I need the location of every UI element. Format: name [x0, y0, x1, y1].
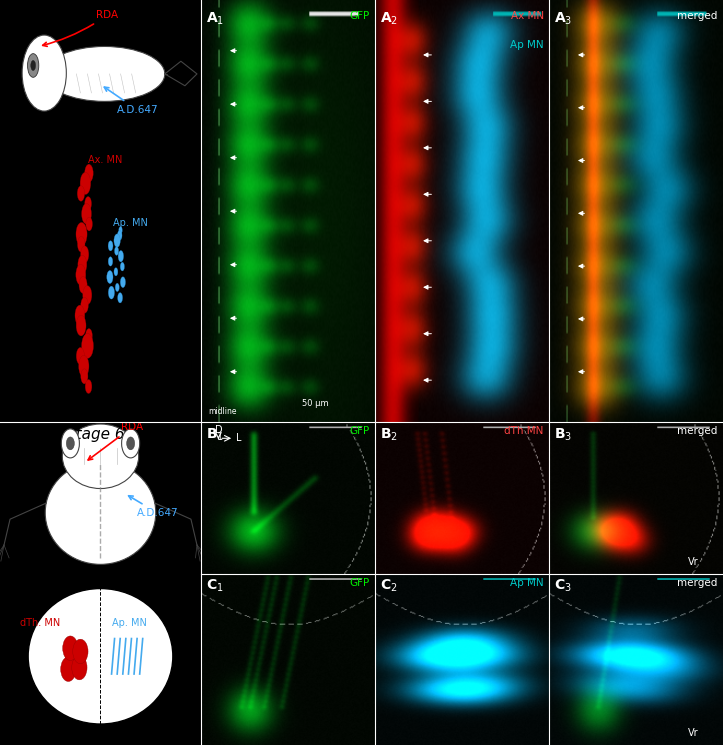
Text: D: D	[16, 537, 24, 547]
Text: $\mathbf{B}_{3}$: $\mathbf{B}_{3}$	[555, 426, 573, 443]
Text: dTh. MN: dTh. MN	[20, 618, 60, 627]
Text: Ax. MN: Ax. MN	[88, 155, 123, 165]
Text: Ap. MN: Ap. MN	[111, 618, 147, 627]
Ellipse shape	[44, 46, 165, 101]
Circle shape	[79, 355, 89, 377]
Circle shape	[77, 236, 85, 252]
Circle shape	[120, 262, 124, 271]
Circle shape	[82, 203, 91, 224]
Circle shape	[114, 234, 120, 247]
Circle shape	[127, 437, 134, 450]
Text: RDA: RDA	[88, 422, 142, 460]
Text: Vr: Vr	[153, 715, 164, 725]
Circle shape	[107, 270, 113, 284]
Text: Ap. MN: Ap. MN	[113, 218, 147, 228]
Text: A.D.647: A.D.647	[104, 87, 158, 115]
Circle shape	[85, 197, 92, 211]
Circle shape	[114, 267, 118, 276]
Circle shape	[81, 297, 88, 313]
Circle shape	[61, 429, 80, 458]
Text: 7-10: 7-10	[2, 238, 22, 247]
Circle shape	[67, 437, 74, 450]
Text: D: D	[215, 425, 222, 435]
Circle shape	[76, 223, 87, 246]
Circle shape	[121, 429, 140, 458]
Circle shape	[77, 186, 85, 201]
Text: Vr: Vr	[688, 557, 699, 568]
Circle shape	[66, 644, 81, 668]
Circle shape	[80, 172, 90, 194]
Circle shape	[108, 241, 113, 251]
Text: p. sgt: p. sgt	[2, 224, 27, 232]
Circle shape	[119, 226, 122, 234]
Circle shape	[72, 656, 87, 680]
Text: Ax MN: Ax MN	[510, 10, 544, 21]
Text: GFP: GFP	[349, 10, 369, 21]
Text: GFP: GFP	[349, 578, 369, 588]
Text: merged: merged	[677, 578, 718, 588]
Circle shape	[82, 334, 93, 358]
Circle shape	[108, 257, 113, 266]
Text: L: L	[236, 434, 241, 443]
Circle shape	[77, 347, 85, 364]
Circle shape	[81, 369, 88, 384]
Ellipse shape	[62, 424, 139, 489]
Text: A.D.647: A.D.647	[129, 495, 179, 518]
Text: Ap MN: Ap MN	[510, 578, 544, 588]
Circle shape	[76, 264, 86, 285]
Circle shape	[117, 230, 122, 241]
Circle shape	[78, 256, 87, 274]
Text: Dr: Dr	[153, 586, 165, 595]
Circle shape	[85, 379, 92, 393]
Circle shape	[61, 657, 76, 682]
Circle shape	[115, 283, 119, 291]
Text: $\mathbf{B}_{2}$: $\mathbf{B}_{2}$	[380, 426, 398, 443]
Circle shape	[120, 277, 126, 288]
Text: midline: midline	[208, 407, 236, 416]
Text: $\mathbf{C}_{2}$: $\mathbf{C}_{2}$	[380, 578, 398, 595]
Circle shape	[85, 164, 93, 183]
Text: Vr: Vr	[688, 728, 699, 738]
Text: Stage 60: Stage 60	[67, 427, 134, 443]
Text: dTh MN: dTh MN	[505, 426, 544, 436]
Circle shape	[79, 276, 87, 294]
Text: $\mathbf{C}_{3}$: $\mathbf{C}_{3}$	[555, 578, 572, 595]
Text: 50 μm: 50 μm	[302, 399, 328, 408]
Text: $\mathbf{C}_{1}$: $\mathbf{C}_{1}$	[206, 578, 224, 595]
Ellipse shape	[22, 35, 67, 111]
Circle shape	[80, 246, 89, 263]
Circle shape	[31, 60, 35, 71]
Ellipse shape	[28, 589, 173, 724]
Circle shape	[118, 250, 124, 262]
Circle shape	[86, 217, 93, 231]
Circle shape	[108, 286, 114, 299]
Circle shape	[63, 636, 78, 661]
Circle shape	[73, 639, 88, 664]
Circle shape	[83, 285, 92, 305]
Text: $\mathbf{A}_{3}$: $\mathbf{A}_{3}$	[555, 10, 573, 27]
Text: cross section: cross section	[54, 732, 122, 742]
Text: RDA: RDA	[43, 10, 119, 46]
Circle shape	[118, 293, 123, 303]
Text: $\mathbf{A}_{2}$: $\mathbf{A}_{2}$	[380, 10, 398, 27]
Circle shape	[75, 305, 85, 326]
Circle shape	[27, 54, 39, 77]
Circle shape	[114, 247, 119, 256]
Circle shape	[76, 315, 86, 336]
Text: Stage 50: Stage 50	[67, 10, 134, 25]
Text: whole mount: whole mount	[60, 405, 128, 415]
Ellipse shape	[46, 461, 155, 565]
Text: merged: merged	[677, 10, 718, 21]
Text: GFP: GFP	[349, 426, 369, 436]
Text: Ap MN: Ap MN	[510, 40, 544, 50]
Text: $\mathbf{A}_{1}$: $\mathbf{A}_{1}$	[206, 10, 224, 27]
Text: $\mathbf{B}_{1}$: $\mathbf{B}_{1}$	[206, 426, 224, 443]
Text: merged: merged	[677, 426, 718, 436]
Text: L: L	[37, 550, 43, 559]
Circle shape	[85, 329, 93, 343]
